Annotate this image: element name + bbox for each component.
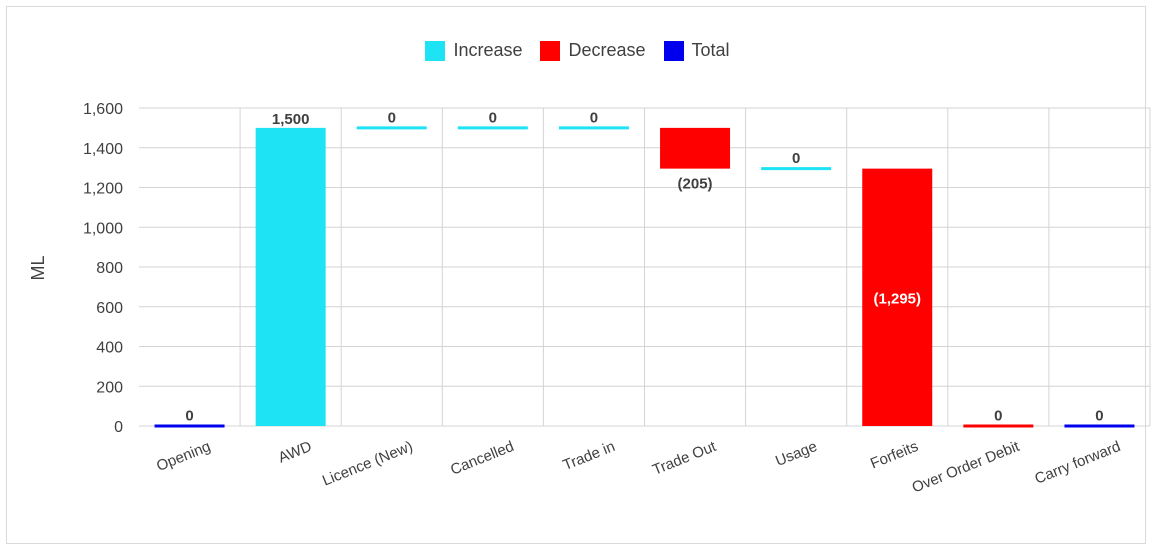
- bar-increase: [457, 126, 528, 130]
- x-tick-label: Forfeits: [868, 438, 921, 472]
- legend-label-decrease: Decrease: [568, 40, 646, 60]
- data-label: (1,295): [873, 290, 921, 307]
- data-label: 0: [388, 109, 396, 126]
- y-tick-label: 1,600: [83, 101, 123, 118]
- chart-bars: [154, 126, 1135, 428]
- data-label: 0: [489, 109, 497, 126]
- legend-item-increase[interactable]: Increase: [425, 40, 522, 61]
- x-axis: Opening AWD Licence (New) Cancelled Trade in…: [154, 438, 1123, 497]
- data-label: 0: [994, 408, 1002, 425]
- y-tick-label: 400: [96, 340, 123, 357]
- x-tick-label: Cancelled: [448, 438, 516, 479]
- y-axis: 0 200 400 600 800 1,000 1,200 1,400 1,600: [83, 101, 123, 436]
- bar-decrease: [862, 168, 933, 426]
- y-tick-label: 1,000: [83, 220, 123, 237]
- x-tick-label: Licence (New): [320, 438, 415, 490]
- data-label: 1,500: [272, 111, 310, 128]
- x-tick-label: Carry forward: [1032, 438, 1123, 488]
- bar-decrease: [963, 424, 1034, 428]
- data-labels: 0 1,500 0 0 0 (205) 0 (1,295) 0 0: [185, 109, 1103, 424]
- bar-total: [1064, 424, 1135, 428]
- y-tick-label: 0: [114, 419, 123, 436]
- legend-label-increase: Increase: [453, 40, 523, 60]
- x-tick-label: Over Order Debit: [910, 438, 1023, 497]
- bar-increase: [558, 126, 629, 130]
- x-tick-label: AWD: [276, 438, 314, 467]
- y-tick-label: 800: [96, 260, 123, 277]
- legend-swatch-increase: [425, 40, 446, 61]
- bar-decrease: [660, 127, 731, 169]
- y-tick-label: 200: [96, 379, 123, 396]
- bar-total: [154, 424, 225, 428]
- x-tick-label: Trade in: [561, 438, 618, 474]
- legend-swatch-total: [663, 40, 684, 61]
- x-tick-label: Opening: [154, 438, 213, 475]
- y-tick-label: 1,400: [83, 141, 123, 158]
- data-label: 0: [1095, 408, 1103, 425]
- bar-increase: [356, 126, 427, 130]
- data-label: (205): [678, 176, 713, 193]
- chart-legend: Increase Decrease Total: [0, 40, 1155, 61]
- y-tick-label: 600: [96, 300, 123, 317]
- legend-swatch-decrease: [540, 40, 561, 61]
- data-label: 0: [590, 109, 598, 126]
- y-tick-label: 1,200: [83, 181, 123, 198]
- legend-item-total[interactable]: Total: [663, 40, 730, 61]
- data-label: 0: [792, 150, 800, 167]
- y-axis-label: ML: [28, 255, 48, 280]
- chart-frame: [6, 6, 1146, 544]
- x-tick-label: Trade Out: [650, 438, 719, 479]
- legend-label-total: Total: [691, 40, 730, 60]
- legend-item-decrease[interactable]: Decrease: [540, 40, 646, 61]
- bar-increase: [255, 127, 326, 426]
- bar-increase: [761, 167, 832, 171]
- data-label: 0: [185, 408, 193, 425]
- x-tick-label: Usage: [773, 438, 820, 470]
